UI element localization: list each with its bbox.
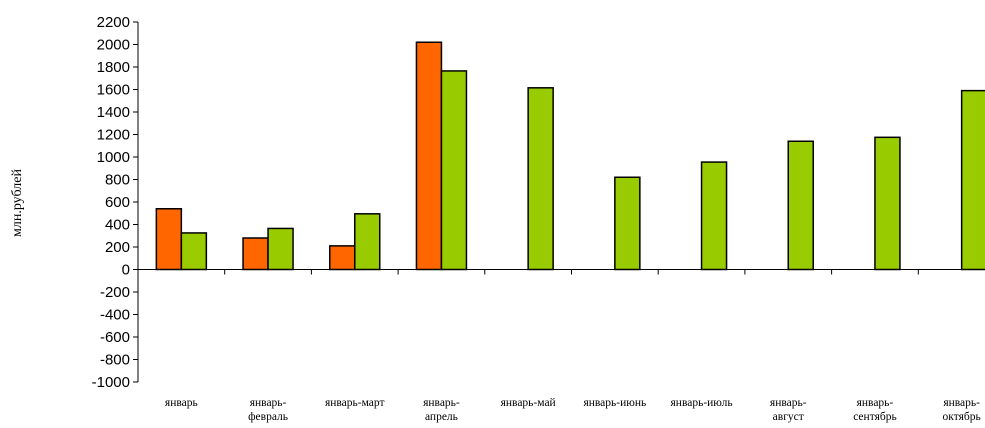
y-axis: -1000 -800 -600 -400 -200 0 200 400 600 800 1000 12… (92, 14, 139, 391)
bar-series2 (874, 136, 901, 271)
bar-series2 (354, 213, 381, 271)
x-category-label: январь-июль (671, 397, 733, 409)
bar-series2 (787, 140, 814, 271)
y-tick-label: 1600 (97, 82, 130, 99)
x-category-label: январь-июнь (583, 397, 646, 409)
y-tick-label: -600 (100, 329, 130, 346)
y-tick-label: 1400 (97, 104, 130, 121)
bar-series1 (329, 245, 356, 271)
bar-series2 (180, 232, 208, 271)
x-category-label: январь-апрель (423, 397, 460, 423)
bar-series2 (440, 70, 468, 271)
category-labels: январь январь-февраль январь-март январь-ап… (165, 397, 981, 423)
y-tick-label: -200 (100, 284, 130, 301)
bars (155, 41, 985, 271)
y-tick-label: 2200 (97, 14, 130, 31)
y-tick-label: 0 (122, 262, 130, 279)
bar-series2 (700, 161, 728, 271)
bar-series1 (415, 41, 443, 271)
y-tick-label: 1000 (97, 149, 130, 166)
x-category-label: январь-сентябрь (853, 397, 897, 423)
bar-series1 (242, 237, 269, 271)
x-category-label: январь-август (770, 397, 807, 423)
bar-series2 (267, 227, 294, 271)
y-tick-label: -400 (100, 307, 130, 324)
bar-series2 (527, 87, 554, 271)
x-category-label: январь-март (325, 397, 385, 409)
bar-series1 (155, 208, 183, 271)
y-tick-label: 1200 (97, 127, 130, 144)
y-tick-label: 2000 (97, 37, 130, 54)
x-category-label: январь-май (501, 397, 556, 409)
y-tick-label: -800 (100, 352, 130, 369)
y-tick-label: -1000 (92, 374, 130, 391)
y-tick-label: 200 (105, 239, 130, 256)
x-category-label: январь (165, 397, 198, 409)
bar-series2 (614, 176, 641, 271)
y-tick-label: 1800 (97, 59, 130, 76)
bar-series2 (960, 89, 985, 271)
y-tick-label: 400 (105, 217, 130, 234)
x-category-label: январь-февраль (248, 397, 288, 423)
y-axis-label: млн.рублей (10, 169, 25, 237)
x-category-label: январь-октябрь (943, 397, 981, 423)
y-tick-label: 800 (105, 172, 130, 189)
y-tick-label: 600 (105, 194, 130, 211)
